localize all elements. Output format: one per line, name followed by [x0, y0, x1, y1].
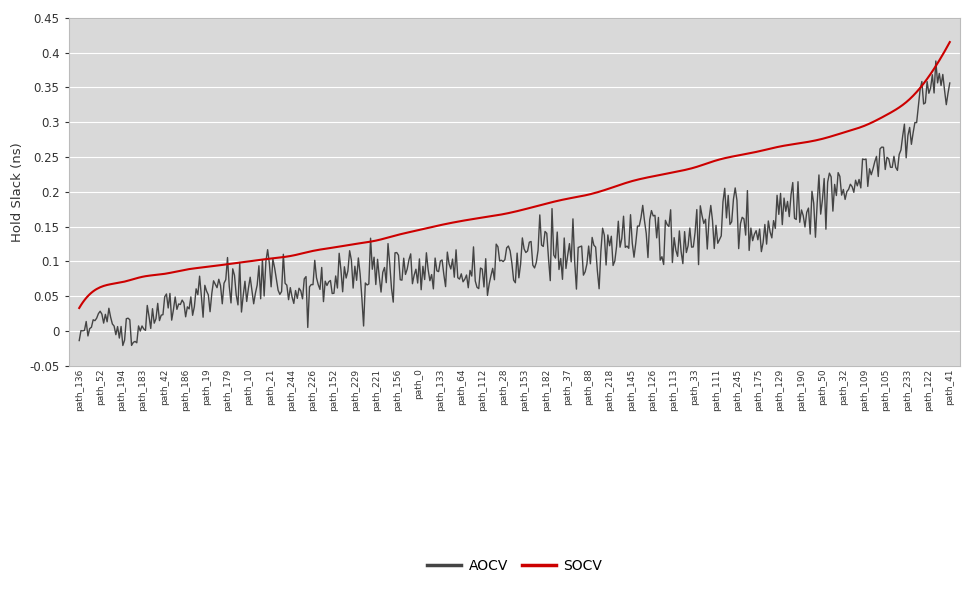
- AOCV: [494, 257, 506, 264]
- SOCV: [944, 38, 956, 45]
- AOCV: [593, 285, 605, 292]
- AOCV: [944, 80, 956, 87]
- SOCV: [592, 189, 604, 196]
- AOCV: [789, 215, 801, 222]
- Line: SOCV: SOCV: [79, 42, 950, 308]
- SOCV: [923, 73, 935, 80]
- Y-axis label: Hold Slack (ns): Hold Slack (ns): [11, 142, 24, 242]
- SOCV: [492, 212, 504, 219]
- Line: AOCV: AOCV: [79, 61, 950, 346]
- SOCV: [544, 199, 556, 206]
- SOCV: [787, 141, 799, 148]
- AOCV: [489, 276, 501, 283]
- AOCV: [74, 337, 85, 344]
- AOCV: [925, 84, 937, 91]
- AOCV: [117, 342, 128, 349]
- AOCV: [930, 57, 942, 64]
- SOCV: [74, 304, 85, 312]
- AOCV: [546, 205, 558, 212]
- SOCV: [487, 212, 499, 219]
- Legend: AOCV, SOCV: AOCV, SOCV: [421, 554, 608, 579]
